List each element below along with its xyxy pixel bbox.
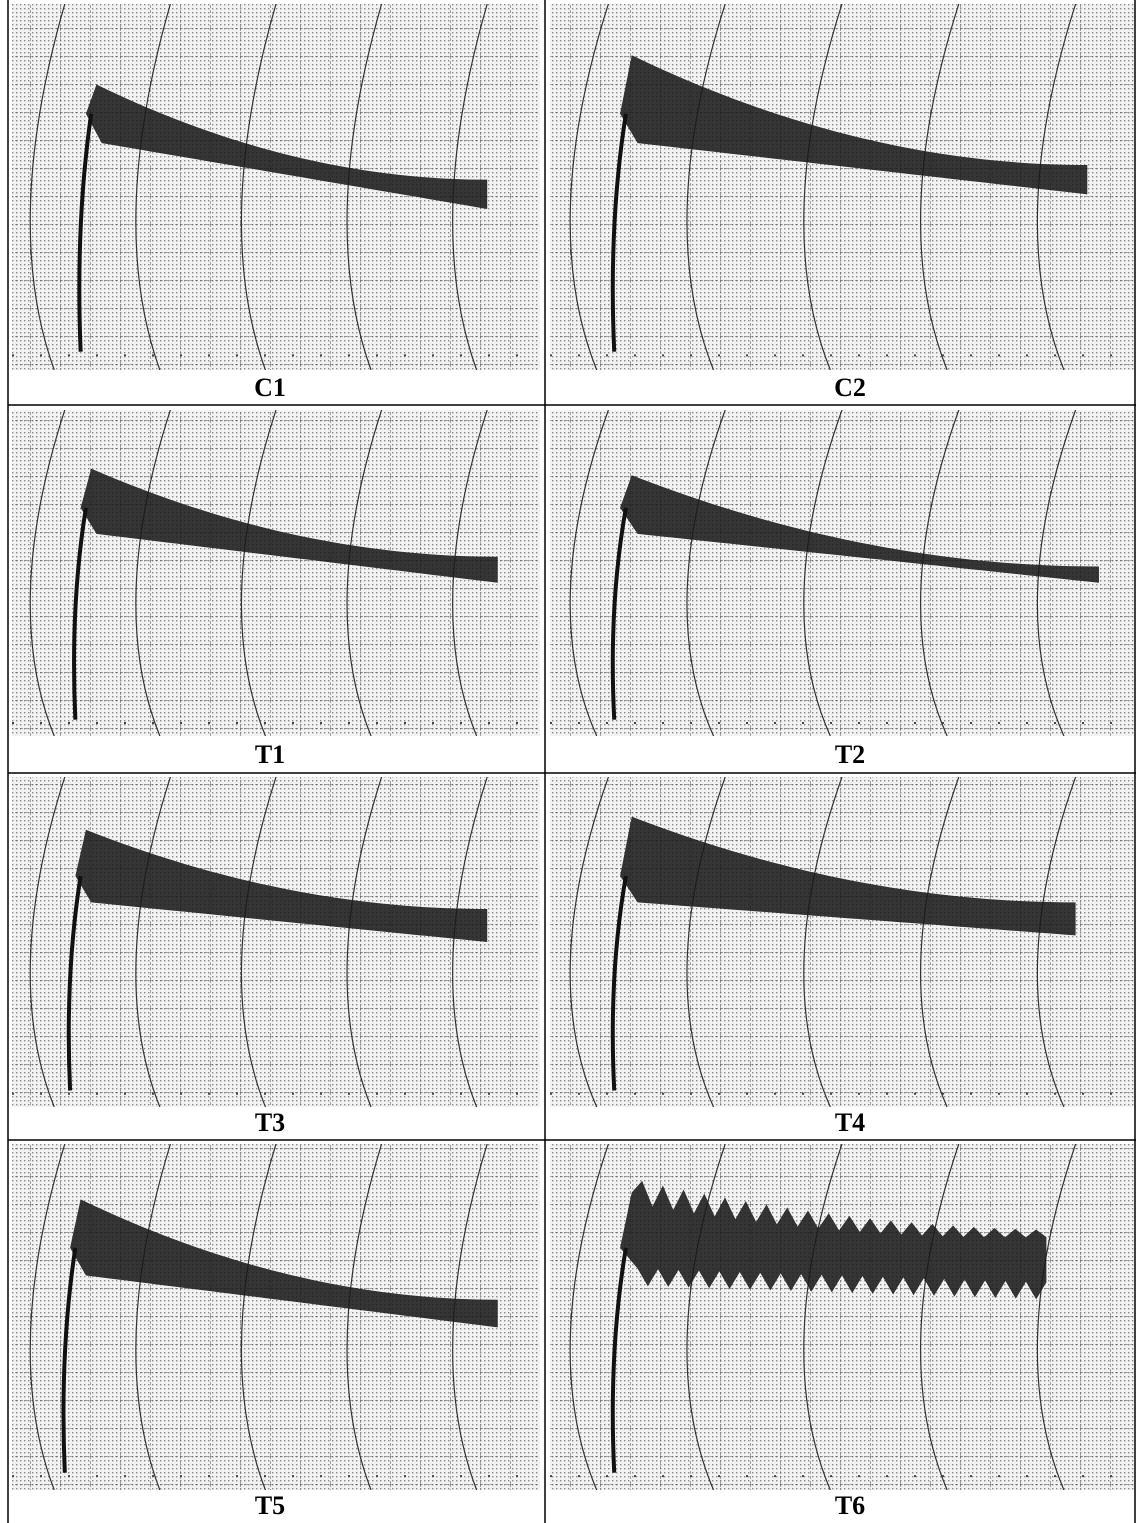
arc-line — [920, 777, 960, 1107]
arc-line — [686, 4, 726, 370]
frame — [7, 0, 1136, 1523]
arc-line — [240, 410, 277, 736]
recorder-chart — [550, 777, 1134, 1107]
arc-line — [569, 4, 609, 370]
arc-line — [29, 1144, 66, 1490]
paper-grid — [12, 777, 540, 1107]
panel-label: C1 — [254, 373, 286, 402]
arc-line — [135, 4, 171, 370]
panel-label: C2 — [834, 373, 866, 402]
recorder-chart — [550, 4, 1134, 370]
arc-line — [1036, 1144, 1077, 1490]
panel-label: T5 — [255, 1491, 285, 1520]
curve-rise — [610, 875, 628, 1091]
recorder-chart — [550, 1144, 1134, 1490]
panel-label: T1 — [255, 740, 285, 769]
curve-rise — [610, 113, 628, 352]
curve-band — [70, 1199, 498, 1328]
curve-band — [75, 829, 488, 942]
curve-band — [620, 816, 1076, 936]
arc-line — [346, 777, 383, 1107]
panel-label: T2 — [835, 740, 865, 769]
panels — [12, 4, 1134, 1490]
chart-paper — [12, 777, 540, 1107]
arc-line — [135, 410, 171, 736]
chart-paper — [12, 4, 540, 370]
arc-line — [1036, 777, 1077, 1107]
arc-line — [452, 410, 488, 736]
arc-line — [569, 777, 609, 1107]
curve-rise — [610, 507, 628, 720]
arc-line — [919, 1144, 960, 1490]
curve-band — [620, 55, 1088, 195]
arc-line — [346, 4, 383, 370]
panel-label: T3 — [255, 1108, 285, 1137]
arc-line — [452, 777, 488, 1107]
arc-line — [452, 1144, 488, 1490]
curve-rise — [61, 1247, 78, 1473]
arc-line — [686, 1144, 726, 1490]
arc-line — [240, 1144, 277, 1490]
arc-line — [1036, 410, 1077, 736]
arc-line — [29, 4, 66, 370]
curve-rise — [66, 875, 83, 1091]
arc-line — [29, 410, 66, 736]
arc-line — [803, 4, 843, 370]
arc-line — [803, 777, 843, 1107]
arc-line — [1036, 4, 1077, 370]
recorder-chart — [550, 410, 1134, 736]
recorder-chart — [12, 410, 540, 736]
chart-paper — [550, 777, 1134, 1107]
chart-paper — [550, 1144, 1134, 1490]
arc-line — [686, 410, 726, 736]
chart-paper — [12, 1144, 540, 1490]
curve-rise — [77, 113, 94, 352]
arc-line — [135, 1144, 171, 1490]
panel-label: T6 — [835, 1491, 865, 1520]
arc-line — [686, 777, 726, 1107]
chart-paper — [550, 4, 1134, 370]
curve-band — [620, 1180, 1047, 1300]
curve-rise — [610, 1247, 628, 1473]
arc-line — [919, 4, 960, 370]
curve-band — [80, 468, 498, 583]
arc-line — [346, 1144, 383, 1490]
arc-line — [346, 410, 383, 736]
curve-rise — [72, 507, 88, 720]
arc-line — [240, 4, 277, 370]
arc-line — [29, 777, 66, 1107]
curve-band — [85, 84, 488, 209]
arc-line — [803, 410, 843, 736]
curve-band — [620, 475, 1099, 583]
arc-line — [569, 410, 609, 736]
recorder-chart — [12, 1144, 540, 1490]
recorder-chart — [12, 777, 540, 1107]
chart-paper — [12, 410, 540, 736]
panel-label: T4 — [835, 1108, 865, 1137]
arc-line — [240, 777, 277, 1107]
chart-paper — [550, 410, 1134, 736]
recorder-chart — [12, 4, 540, 370]
arc-line — [920, 410, 960, 736]
arc-line — [569, 1144, 609, 1490]
arc-line — [135, 777, 171, 1107]
arc-line — [452, 4, 488, 370]
arc-line — [803, 1144, 843, 1490]
